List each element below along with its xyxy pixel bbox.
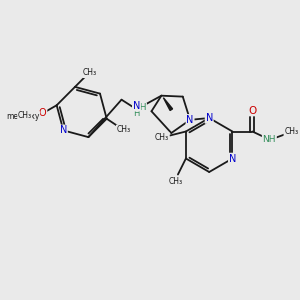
Polygon shape: [164, 98, 172, 110]
Text: CH₃: CH₃: [284, 127, 298, 136]
Text: H: H: [133, 109, 140, 118]
Text: N: N: [133, 101, 140, 111]
Text: CH₃: CH₃: [117, 125, 131, 134]
Text: CH₃: CH₃: [18, 111, 32, 120]
Text: N: N: [206, 113, 213, 123]
Text: O: O: [248, 106, 256, 116]
Text: CH₃: CH₃: [83, 68, 97, 77]
Text: CH₃: CH₃: [169, 177, 183, 186]
Text: O: O: [39, 108, 46, 118]
Text: methoxy: methoxy: [6, 112, 40, 121]
Text: NH: NH: [262, 135, 276, 144]
Text: N: N: [60, 125, 67, 135]
Text: N: N: [186, 115, 194, 125]
Text: N: N: [229, 154, 236, 164]
Text: CH₃: CH₃: [155, 133, 169, 142]
Text: NH: NH: [133, 103, 146, 112]
